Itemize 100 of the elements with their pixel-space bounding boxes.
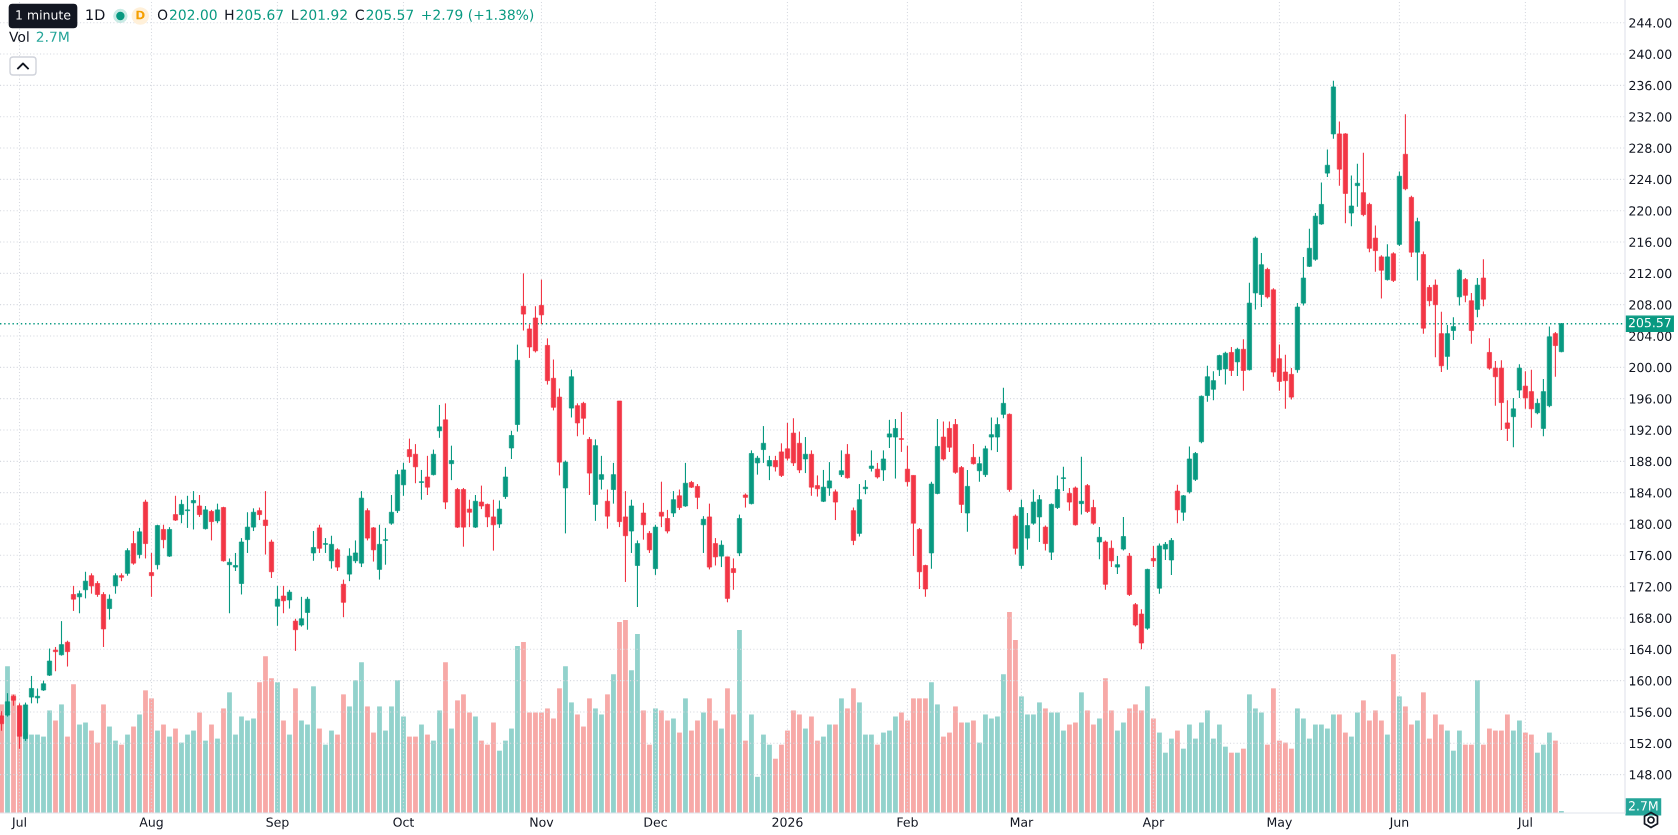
- bar: [1415, 720, 1420, 813]
- annotation: O: [157, 9, 168, 21]
- x-tick-label: Jun: [1389, 817, 1409, 830]
- candlestick: [448, 445, 454, 481]
- x-tick-label: Dec: [644, 817, 667, 827]
- bar: [1043, 708, 1048, 813]
- bar: [215, 738, 220, 813]
- bar: [317, 728, 322, 813]
- x-tick-label: Sep: [266, 817, 289, 830]
- candlestick: [658, 481, 664, 528]
- x-tick-label: Jul: [1517, 817, 1532, 830]
- bar: [287, 734, 292, 813]
- chart-title: Vol: [9, 31, 29, 43]
- candlestick: [496, 499, 502, 529]
- candlestick: [700, 515, 706, 554]
- candlestick: [316, 524, 322, 554]
- annotation: L: [292, 9, 299, 20]
- candlestick: [1348, 174, 1354, 227]
- bar: [1553, 740, 1558, 813]
- y-tick-label: 156.00: [1629, 707, 1672, 717]
- candlestick: [1096, 526, 1102, 560]
- candlestick: [682, 462, 688, 508]
- y-tick-label: 176.00: [1629, 550, 1672, 561]
- x-tick-label: Jul: [11, 817, 26, 830]
- bar: [965, 722, 970, 813]
- candlestick: [58, 620, 65, 657]
- candlestick: [292, 618, 298, 652]
- candlestick: [46, 647, 53, 677]
- bar: [1235, 752, 1240, 813]
- bar: [125, 734, 130, 813]
- candlestick: [1480, 258, 1486, 307]
- candlestick: [634, 539, 640, 608]
- y-tick-label: 160.00: [1629, 676, 1672, 686]
- y-tick-label: 184.00: [1629, 488, 1672, 498]
- bar: [701, 712, 706, 813]
- bar: [425, 734, 430, 813]
- bar: [683, 698, 688, 813]
- x-tick-label: May: [1267, 817, 1292, 830]
- y-tick-label: 236.00: [1629, 80, 1672, 91]
- bar: [671, 718, 676, 813]
- candlestick: [262, 490, 268, 556]
- annotation: 2.7M: [36, 31, 69, 42]
- candlestick: [64, 640, 71, 668]
- y-tick-label: 148.00: [1629, 770, 1672, 780]
- candlestick: [1504, 399, 1510, 442]
- candlestick: [1078, 456, 1084, 516]
- candlestick: [340, 579, 346, 618]
- annotation: 205.67: [236, 9, 283, 21]
- candlestick: [1060, 466, 1066, 492]
- candlestick: [4, 692, 11, 718]
- bar: [167, 736, 172, 813]
- candlestick: [160, 524, 166, 549]
- bar: [1097, 718, 1102, 813]
- candlestick: [1378, 254, 1384, 299]
- candlestick: [136, 527, 142, 560]
- candlestick: [388, 494, 394, 526]
- candlestick: [1240, 338, 1246, 392]
- candlestick: [646, 530, 652, 554]
- bar: [119, 744, 124, 813]
- y-tick-label: 152.00: [1629, 738, 1672, 749]
- y-tick-label: 232.00: [1629, 112, 1672, 122]
- bar: [443, 662, 448, 813]
- y-tick-label: 192.00: [1629, 425, 1672, 435]
- candlestick: [1120, 516, 1126, 552]
- candlestick: [880, 449, 886, 482]
- y-tick-label: 200.00: [1629, 362, 1672, 373]
- annotation: 202.00: [170, 9, 217, 21]
- y-tick-label: 172.00: [1629, 582, 1672, 592]
- candlestick: [124, 547, 130, 577]
- candlestick: [1354, 163, 1360, 208]
- candlestick: [760, 425, 766, 464]
- candlestick: [1234, 347, 1240, 377]
- y-tick-label: 168.00: [1629, 613, 1672, 623]
- candlestick: [1516, 363, 1522, 399]
- candlestick: [430, 449, 436, 476]
- candlestick: [70, 585, 77, 612]
- annotation: 201.92: [300, 9, 347, 21]
- bar: [473, 716, 478, 813]
- bar: [743, 740, 748, 813]
- bar: [131, 726, 136, 813]
- candlestick: [274, 585, 280, 627]
- candlestick: [298, 596, 304, 628]
- bar: [1145, 686, 1150, 813]
- bar: [59, 704, 64, 813]
- text: 2.7M: [1628, 801, 1658, 811]
- candlestick: [112, 572, 118, 595]
- bar: [1391, 654, 1396, 813]
- candlestick: [1042, 524, 1048, 552]
- candlestick: [214, 503, 220, 524]
- candlestick: [610, 462, 616, 505]
- bar: [203, 740, 208, 813]
- y-tick-label: 240.00: [1629, 49, 1672, 59]
- annotation: C: [355, 9, 364, 21]
- bar: [1175, 730, 1180, 813]
- candlestick: [52, 646, 59, 672]
- candlestick: [1510, 397, 1516, 448]
- candlestick: [82, 571, 88, 599]
- y-tick-label: 212.00: [1629, 268, 1672, 279]
- bar: [839, 698, 844, 813]
- candlestick: [226, 557, 232, 614]
